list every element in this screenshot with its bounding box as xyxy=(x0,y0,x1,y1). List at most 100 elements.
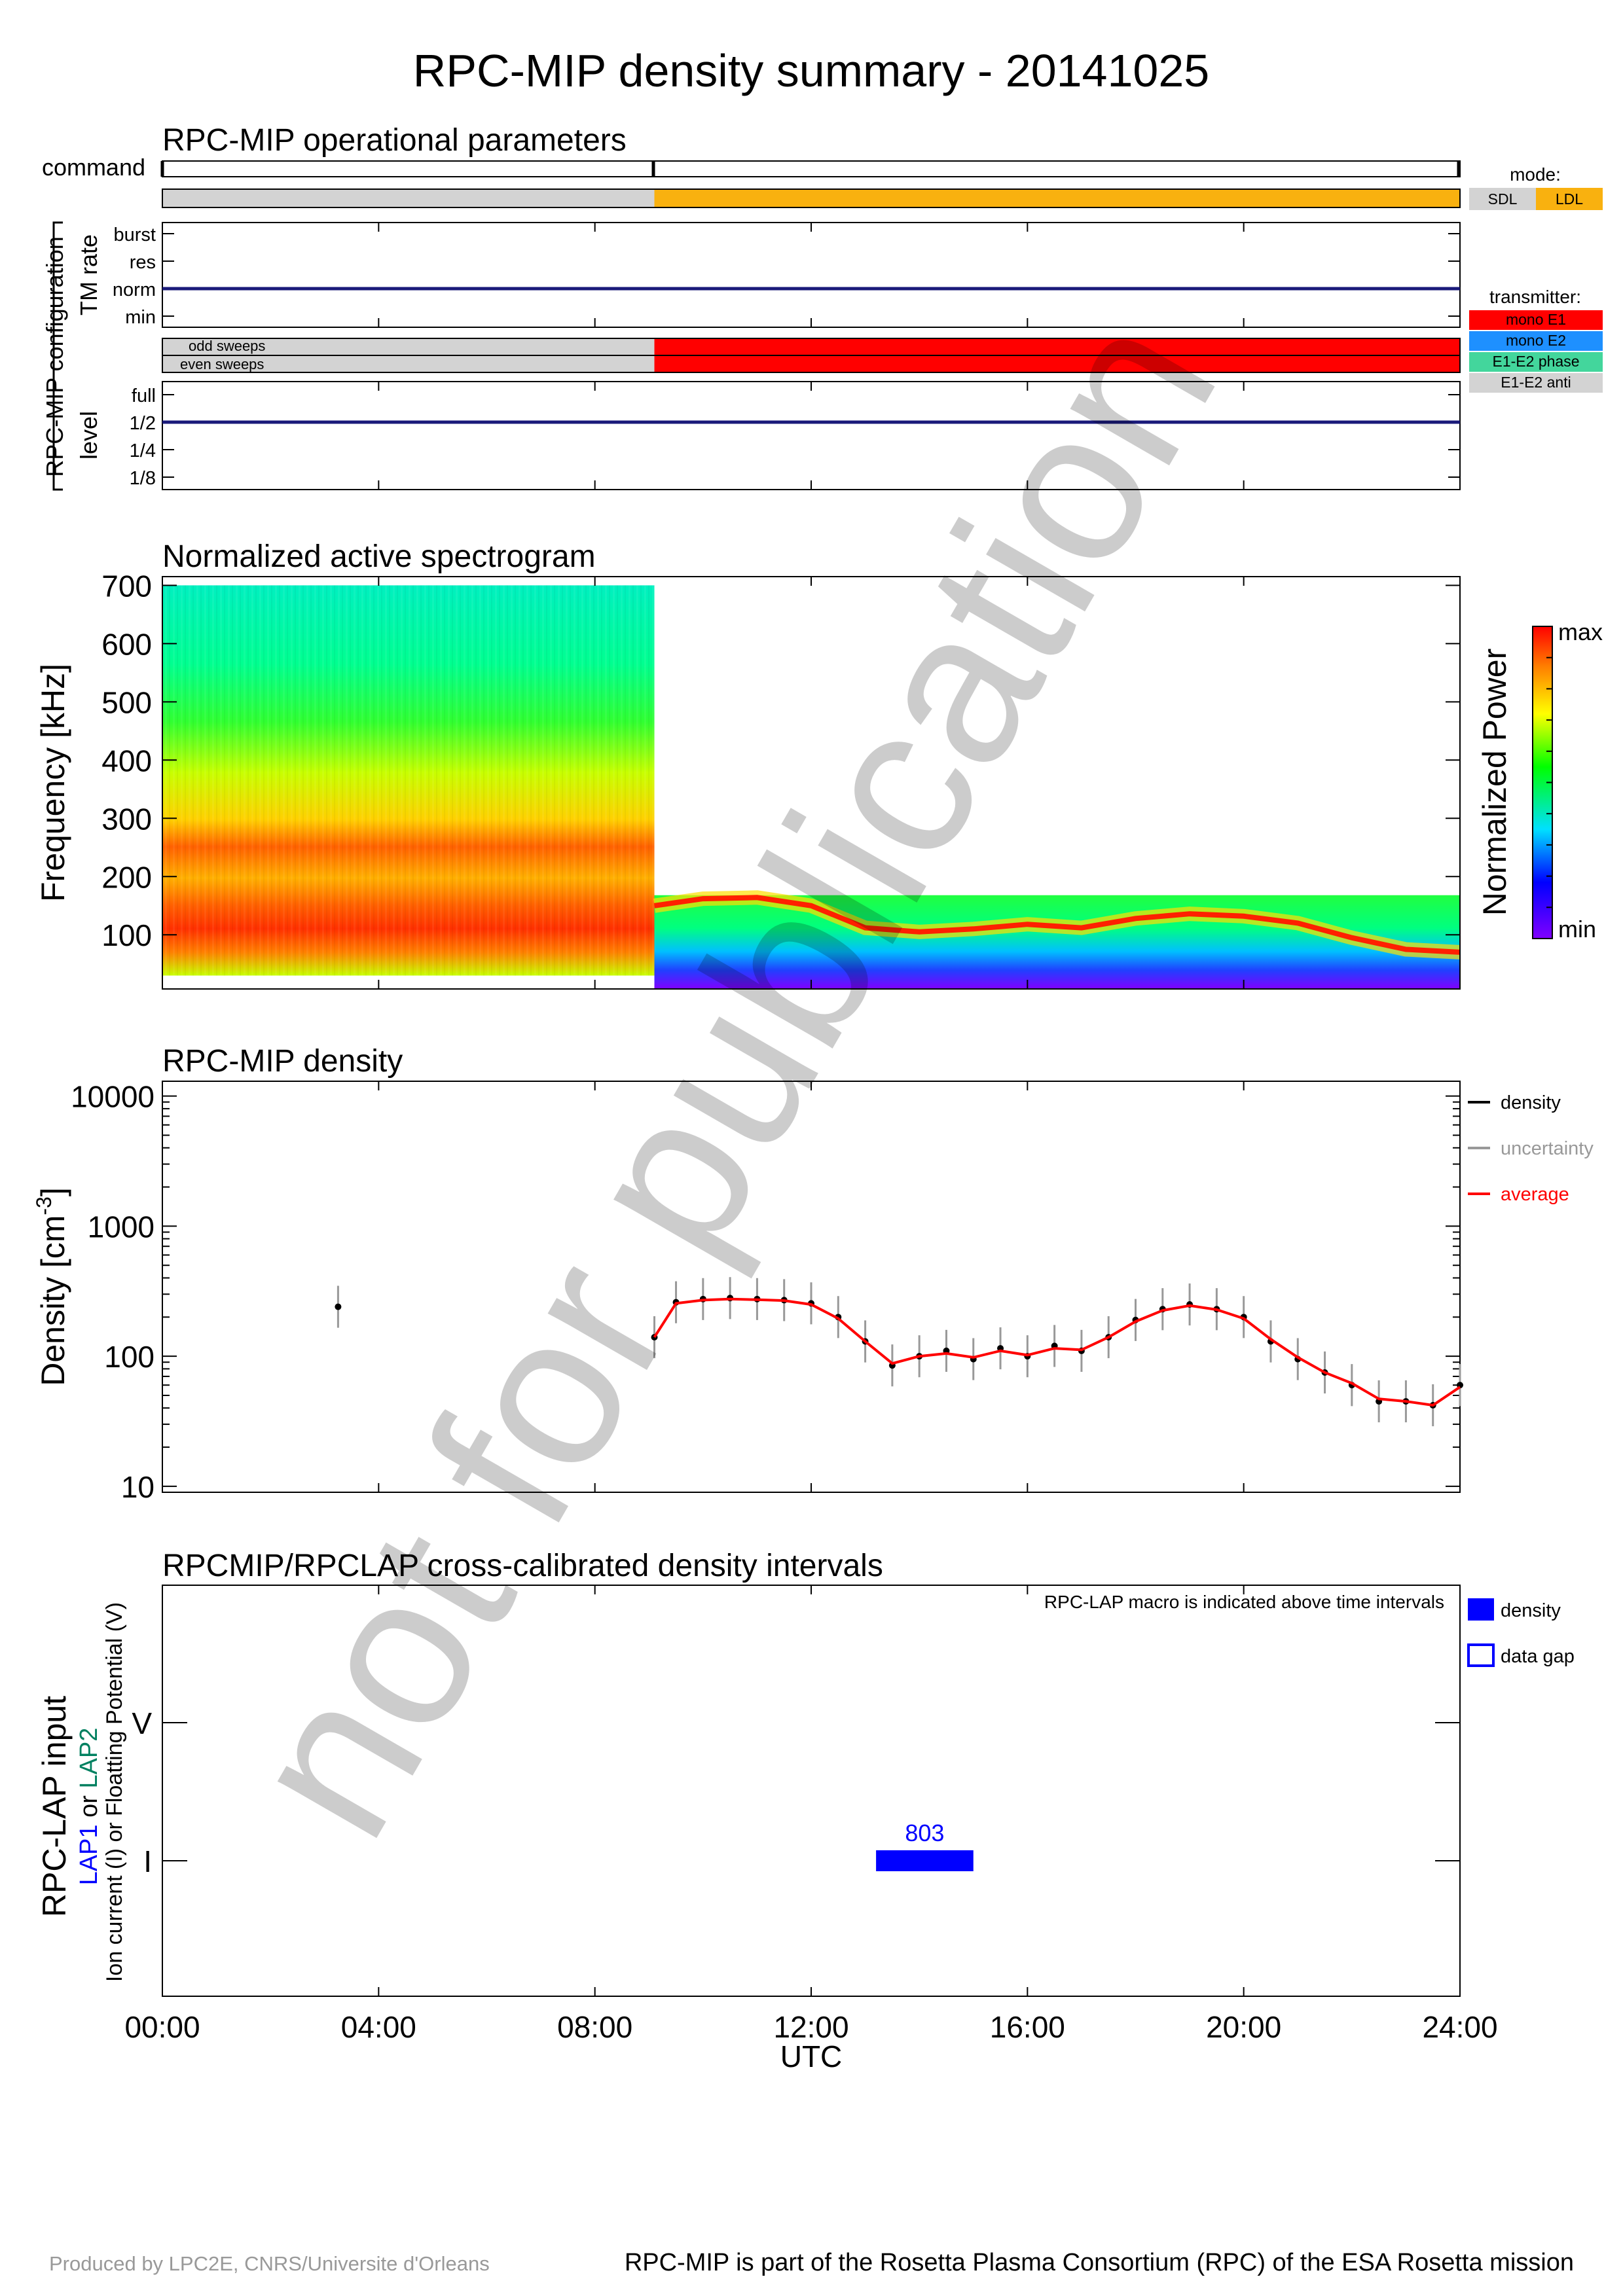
density-legend-label-1: uncertainty xyxy=(1501,1138,1594,1159)
density-ylabel-sup: -3 xyxy=(32,1196,56,1215)
lap-title: RPCMIP/RPCLAP cross-calibrated density i… xyxy=(162,1549,883,1583)
colorbar-label: Normalized Power xyxy=(1476,649,1513,916)
spec-image xyxy=(162,585,1461,989)
x-tick-label-5: 20:00 xyxy=(1206,2010,1281,2044)
tm-rate-tick-label-0: burst xyxy=(114,224,156,245)
x-axis-label: UTC xyxy=(780,2039,843,2073)
ops-panel: RPC-MIP operational parameters command b… xyxy=(41,123,1603,491)
x-tick-label-4: 16:00 xyxy=(990,2010,1065,2044)
mode-legend-sdl-label: SDL xyxy=(1488,190,1518,207)
lap-ylabel3: Ion current (I) or Floatting Potential (… xyxy=(102,1602,127,1982)
figure-title: RPC-MIP density summary - 20141025 xyxy=(413,45,1209,96)
lap-intervals: 803 xyxy=(876,1820,974,1871)
colorbar-ticks xyxy=(1546,626,1552,939)
density-ylabel-main: Density [cm xyxy=(35,1215,71,1386)
density-ylabel: Density [cm-3] xyxy=(32,1187,71,1386)
density-ytick-label-1: 100 xyxy=(104,1340,155,1374)
tx-legend: mono E1 mono E2 E1-E2 phase E1-E2 anti xyxy=(1469,310,1603,393)
spec-ytick-label-4: 500 xyxy=(101,685,152,719)
density-ytick-label-0: 10 xyxy=(121,1470,155,1504)
tm-rate-tick-label-3: min xyxy=(125,307,156,328)
tx-legend-label-0: mono E1 xyxy=(1506,311,1566,328)
spec-segment-ldl xyxy=(654,895,1461,989)
spec-ridge xyxy=(653,895,1461,955)
level-frame xyxy=(162,381,1461,490)
mode-bar-frame xyxy=(162,188,1461,208)
level-label: level xyxy=(75,411,102,459)
x-axis-ticks: 00:00 04:00 08:00 12:00 16:00 20:00 24:00 xyxy=(124,223,1498,2044)
spec-yticks: 100 200 300 400 500 600 700 xyxy=(101,569,1460,952)
spec-ytick-label-0: 100 xyxy=(101,918,152,952)
lap-interval-macro: 803 xyxy=(905,1820,944,1846)
lap-legend-gap-swatch xyxy=(1467,1643,1495,1667)
density-average-line xyxy=(653,1297,1461,1407)
mode-legend-ldl-label: LDL xyxy=(1556,190,1583,207)
mode-legend-sdl xyxy=(1469,188,1536,210)
tx-legend-swatch-3 xyxy=(1469,373,1603,393)
lap-legend: density data gap xyxy=(1467,1598,1575,1667)
density-ytick-label-3: 10000 xyxy=(71,1080,155,1114)
spec-ytick-label-2: 300 xyxy=(101,802,152,836)
mode-segment-0 xyxy=(162,189,655,207)
density-panel: RPC-MIP density 10 100 1000 10000 Density [… xyxy=(32,1044,1594,1504)
command-bar xyxy=(162,160,1461,177)
lap-ylabel2-or: or xyxy=(75,1789,103,1825)
density-legend: density uncertainty average xyxy=(1468,1092,1594,1205)
x-tick-label-1: 04:00 xyxy=(341,2010,416,2044)
lap-panel: RPCMIP/RPCLAP cross-calibrated density i… xyxy=(36,223,1575,2073)
x-tick-label-3: 12:00 xyxy=(773,2010,848,2044)
sweep-bars xyxy=(162,338,1461,373)
spec-title: Normalized active spectrogram xyxy=(162,539,596,574)
level-tick-label-1: 1/2 xyxy=(130,413,156,434)
lap-ticks: IV xyxy=(132,1706,1460,1878)
colorbar-max: max xyxy=(1558,619,1603,645)
even-sweeps-label: even sweeps xyxy=(180,356,264,372)
lap-ytick-label-1: V xyxy=(132,1706,152,1740)
tm-rate-frame xyxy=(162,222,1461,328)
spec-ytick-label-3: 400 xyxy=(101,744,152,778)
spec-ytick-label-6: 700 xyxy=(101,569,152,603)
level-ticks: full 1/2 1/4 1/8 xyxy=(130,386,1460,489)
spec-ylabel: Frequency [kHz] xyxy=(35,664,71,902)
lap-interval-bar xyxy=(876,1850,974,1871)
lap-frame xyxy=(162,1585,1461,1997)
lap-legend-density-swatch xyxy=(1468,1598,1494,1621)
spec-ytick-label-5: 600 xyxy=(101,627,152,661)
tx-legend-title: transmitter: xyxy=(1489,287,1581,307)
tm-rate-tick-label-1: res xyxy=(130,252,156,273)
x-tick-label-6: 24:00 xyxy=(1422,2010,1497,2044)
spec-segment-sdl-texture xyxy=(162,585,655,976)
spectrogram-panel: Normalized active spectrogram 100 200 300 4… xyxy=(35,539,1603,990)
tx-legend-label-2: E1-E2 phase xyxy=(1493,353,1580,370)
tx-legend-swatch-1 xyxy=(1469,331,1603,351)
lap-legend-label-1: data gap xyxy=(1501,1646,1575,1667)
tx-legend-label-1: mono E2 xyxy=(1506,332,1566,349)
odd-sweeps-label: odd sweeps xyxy=(189,338,265,354)
spec-ytick-label-1: 200 xyxy=(101,860,152,894)
mode-segment-1 xyxy=(654,189,1461,207)
mode-legend-title: mode: xyxy=(1510,164,1561,185)
lap-legend-label-0: density xyxy=(1501,1600,1561,1621)
tm-rate-label: TM rate xyxy=(75,234,102,315)
level-tick-label-0: full xyxy=(132,386,156,406)
tx-legend-swatch-0 xyxy=(1469,310,1603,330)
tm-rate-tick-label-2: norm xyxy=(113,279,156,300)
lap-ylabel2: LAP1 or LAP2 xyxy=(75,1728,103,1886)
lap-ylabel2-lap1: LAP1 xyxy=(75,1824,103,1885)
density-legend-label-0: density xyxy=(1501,1092,1561,1113)
colorbar-min: min xyxy=(1558,916,1596,942)
level-tick-label-3: 1/8 xyxy=(130,468,156,489)
lap-ylabel2-lap2: LAP2 xyxy=(75,1728,103,1789)
density-legend-label-2: average xyxy=(1501,1184,1569,1205)
lap-note: RPC-LAP macro is indicated above time in… xyxy=(1044,1592,1444,1612)
density-ytick-label-2: 1000 xyxy=(88,1210,155,1244)
x-tick-label-2: 08:00 xyxy=(557,2010,632,2044)
footer-right: RPC-MIP is part of the Rosetta Plasma Co… xyxy=(625,2249,1574,2276)
command-label: command xyxy=(42,154,145,181)
tx-legend-label-3: E1-E2 anti xyxy=(1501,374,1571,391)
mode-legend-ldl xyxy=(1536,188,1603,210)
density-yticks: 10 100 1000 10000 xyxy=(71,1080,1460,1504)
config-label: RPC-MIP configuration xyxy=(41,236,68,477)
ops-title: RPC-MIP operational parameters xyxy=(162,123,627,158)
